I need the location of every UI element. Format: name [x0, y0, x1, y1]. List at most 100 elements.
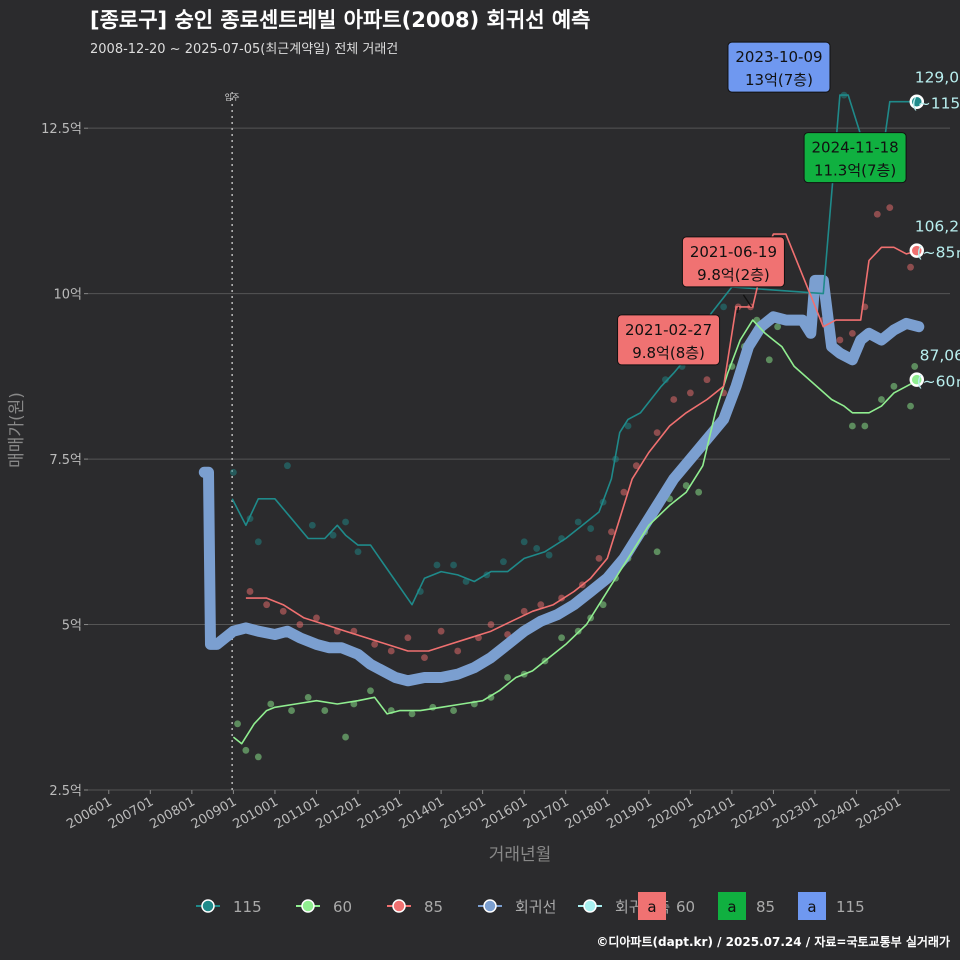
scatter-point-s60 — [267, 700, 275, 708]
scatter-point-s60 — [450, 707, 457, 714]
annotation-price: 11.3억(7층) — [814, 162, 896, 180]
annotation-date: 2023-10-09 — [735, 48, 822, 66]
legend-box-item-85: a 85 — [718, 892, 775, 920]
scatter-point-s115 — [720, 303, 727, 311]
scatter-point-s115 — [462, 578, 470, 585]
legend-box-label: 115 — [836, 898, 865, 916]
annotation-box — [617, 314, 721, 366]
scatter-point-s115 — [354, 548, 362, 556]
series-line-85 — [245, 233, 920, 652]
x-tick-label: 202401 — [812, 794, 862, 832]
annotation-label: 2024-11-18 11.3억(7층) — [803, 132, 907, 184]
chart-subtitle: 2008-12-20 ~ 2025-07-05(최근계약일) 전체 거래건 — [90, 42, 399, 57]
scatter-point-s85 — [279, 607, 287, 615]
scatter-point-s115 — [433, 561, 441, 569]
scatter-point-s60 — [242, 746, 250, 754]
scatter-point-s85 — [848, 329, 856, 337]
scatter-point-s85 — [313, 614, 320, 622]
x-tick-label: 202301 — [770, 794, 820, 832]
scatter-point-s85 — [595, 554, 603, 562]
annotation-leader — [736, 306, 740, 313]
y-tick-label: 7.5억 — [49, 453, 82, 468]
legend-box-swatch — [638, 892, 666, 920]
legend-item-regression: 회귀선 — [478, 898, 556, 916]
scatter-point-s60 — [234, 720, 241, 728]
legend-box-glyph: a — [727, 898, 736, 916]
scatter-point-s115 — [662, 376, 669, 384]
scatter-point-s85 — [454, 647, 462, 655]
scatter-point-s85 — [670, 396, 678, 403]
legend-box-item-60: a 60 — [638, 892, 695, 920]
scatter-point-s85 — [296, 621, 304, 628]
annotation-label: 2021-02-27 9.8억(8층) — [617, 314, 721, 366]
legend-box-label: 60 — [676, 898, 695, 916]
scatter-point-s60 — [890, 382, 898, 390]
x-tick-label: 201201 — [314, 794, 364, 832]
x-tick-label: 202201 — [729, 794, 779, 832]
annotation-price: 9.8억(8층) — [632, 344, 705, 362]
scatter-point-s85 — [246, 588, 254, 595]
scatter-point-s85 — [371, 641, 379, 648]
scatter-point-s85 — [703, 376, 711, 384]
x-tick-label: 202001 — [646, 794, 696, 832]
y-tick-label: 12.5억 — [41, 122, 82, 137]
endpoint-area-label: (~60㎡) — [917, 373, 960, 391]
endpoint-value-label: 87,062 — [920, 347, 960, 365]
footer-credit: ©디아파트(dapt.kr) / 2025.07.24 / 자료=국토교통부 실… — [596, 935, 950, 949]
scatter-point-s115 — [342, 518, 349, 526]
grid-layer — [88, 92, 950, 791]
endpoint-area-label: (~115㎡) — [912, 95, 960, 113]
x-tick-label: 201601 — [480, 794, 530, 832]
scatter-point-s115 — [533, 545, 541, 552]
scatter-point-s60 — [765, 356, 773, 364]
legend-label: 60 — [333, 898, 352, 916]
scatter-point-s115 — [545, 551, 553, 559]
scatter-point-s60 — [861, 422, 869, 430]
endpoint-value-label: 129,000 — [915, 69, 960, 87]
x-tick-label: 200601 — [64, 794, 114, 832]
annotation-date: 2024-11-18 — [811, 139, 898, 157]
axes-layer: 2.5억 5억 7.5억 10억 12.5억 2006012007012008012009… — [41, 122, 904, 832]
scatter-point-s85 — [421, 654, 428, 662]
scatter-point-s85 — [620, 488, 628, 496]
scatter-point-s60 — [911, 363, 919, 370]
annotation-box — [727, 41, 831, 93]
scatter-point-s85 — [387, 647, 395, 655]
scatter-point-s60 — [504, 674, 511, 681]
legend-box-glyph: a — [647, 898, 656, 916]
scatter-point-s115 — [520, 538, 528, 546]
scatter-point-s115 — [229, 468, 237, 476]
annotation-label: 2023-10-09 13억(7층) — [727, 41, 831, 93]
scatter-point-s115 — [284, 462, 291, 470]
x-tick-label: 201501 — [438, 794, 488, 832]
legend-item-s60: 60 — [296, 898, 352, 916]
scatter-point-s85 — [907, 263, 914, 271]
legend-box-swatch — [718, 892, 746, 920]
legend-item-s85: 85 — [387, 898, 443, 916]
x-tick-label: 202501 — [854, 794, 904, 832]
marks-layer — [198, 91, 925, 761]
scatter-point-s115 — [624, 422, 632, 430]
scatter-point-s85 — [873, 210, 881, 218]
scatter-point-s60 — [342, 733, 349, 741]
y-tick-label: 2.5억 — [49, 784, 82, 799]
scatter-point-s85 — [836, 336, 844, 344]
legend-swatch-dot — [301, 899, 315, 913]
x-tick-label: 201001 — [230, 794, 280, 832]
scatter-point-s85 — [632, 462, 640, 470]
legend-swatch-dot — [483, 899, 497, 913]
scatter-point-s85 — [437, 627, 445, 635]
y-axis-title: 매매가(원) — [7, 392, 27, 468]
scatter-point-s60 — [878, 396, 885, 403]
chart-title: [종로구] 숭인 종로센트레빌 아파트(2008) 회귀선 예측 — [90, 8, 591, 32]
x-tick-label: 200901 — [189, 794, 239, 832]
scatter-point-s60 — [304, 693, 312, 701]
scatter-point-s60 — [599, 601, 607, 609]
legend-item-s115: 115 — [196, 898, 262, 916]
legend-label: 115 — [233, 898, 262, 916]
movein-label: 입주 — [225, 93, 240, 102]
legend-box-swatch — [798, 892, 826, 920]
scatter-point-s60 — [254, 753, 262, 761]
legend-box-item-115: a 115 — [798, 892, 865, 920]
x-tick-label: 201101 — [272, 794, 322, 832]
